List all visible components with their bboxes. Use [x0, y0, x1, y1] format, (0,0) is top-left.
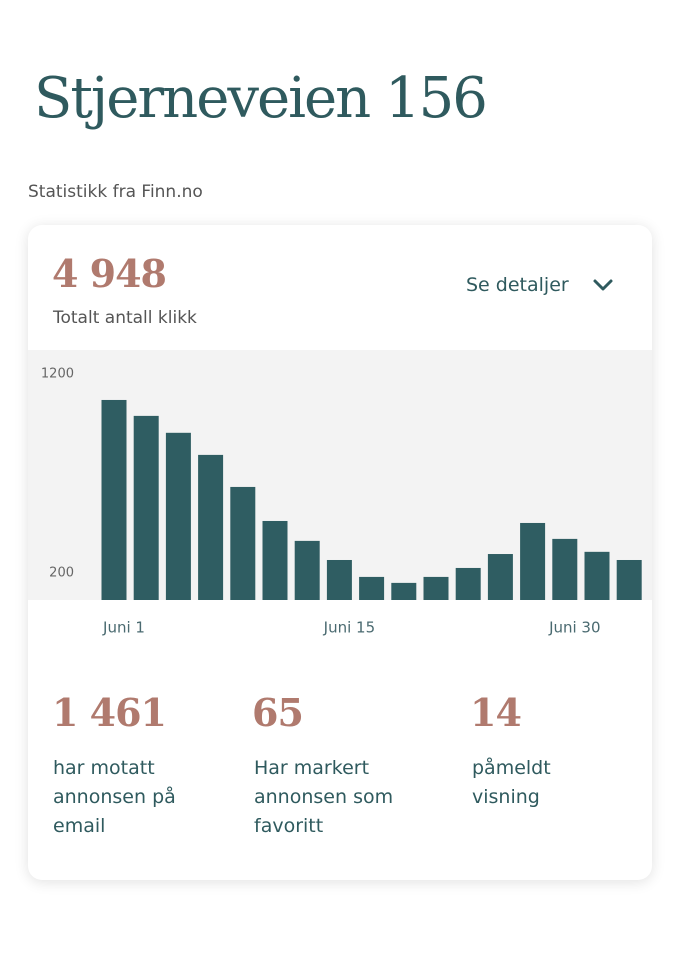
bar: [616, 559, 642, 600]
bar: [133, 415, 159, 600]
bar: [359, 576, 385, 600]
bar: [487, 554, 513, 600]
bar: [552, 538, 578, 600]
bar: [198, 454, 224, 600]
stat-label: har motatt annonsen på email: [53, 757, 176, 837]
stat-label: påmeldt visning: [472, 757, 551, 808]
stat-value: 14: [470, 690, 522, 735]
bar-chart: 200 1200 Juni 1 Juni 15 Juni 30: [28, 350, 652, 637]
y-tick-label: 1200: [41, 366, 74, 381]
bar: [520, 522, 546, 600]
total-clicks: 4 948: [52, 251, 167, 296]
bar: [584, 551, 610, 600]
bar: [423, 576, 449, 600]
x-tick-label: Juni 30: [548, 619, 600, 637]
bar: [101, 399, 127, 600]
bar: [262, 520, 288, 600]
stat-value: 65: [252, 690, 304, 735]
x-tick-label: Juni 1: [102, 619, 145, 637]
chart-background: [28, 350, 652, 600]
bar: [230, 486, 256, 600]
x-tick-label: Juni 15: [323, 619, 375, 637]
y-tick-label: 200: [49, 565, 74, 580]
bar: [391, 582, 417, 600]
bar: [455, 567, 481, 600]
page-title: Stjerneveien 156: [34, 66, 488, 131]
details-link[interactable]: Se detaljer: [466, 274, 569, 296]
bar: [294, 540, 320, 600]
bar: [326, 559, 352, 600]
total-label: Totalt antall klikk: [53, 308, 197, 328]
bar: [165, 432, 191, 600]
subtitle: Statistikk fra Finn.no: [28, 182, 203, 202]
stats-card: 4 948 Totalt antall klikk Se detaljer 20…: [28, 225, 652, 880]
chevron-icon[interactable]: [592, 278, 614, 292]
stat-label: Har markert annonsen som favoritt: [254, 757, 394, 837]
stat-value: 1 461: [52, 690, 167, 735]
